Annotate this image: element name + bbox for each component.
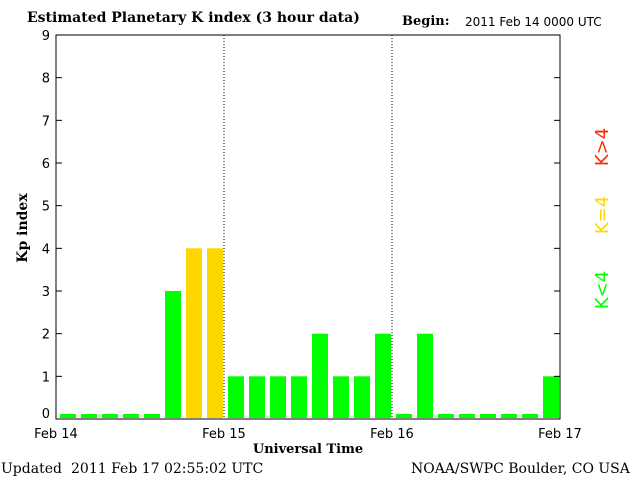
begin-label: Begin:: [402, 14, 450, 29]
x-axis-label: Universal Time: [253, 442, 363, 457]
credit-text: NOAA/SWPC Boulder, CO USA: [411, 461, 630, 477]
kp-bar: [438, 414, 454, 418]
kp-bar: [522, 414, 538, 418]
y-axis-label: Kp index: [15, 193, 31, 263]
y-axis-ticks: 0 1 2 3 4 5 6 7 8 9: [42, 29, 560, 422]
kp-bar: [291, 376, 307, 418]
kp-bar: [270, 376, 286, 418]
y-tick-label: 1: [42, 370, 50, 385]
y-tick-label: 8: [42, 72, 50, 87]
y-tick-label: 5: [42, 200, 50, 215]
x-tick-label: Feb 17: [538, 427, 582, 442]
kp-bar: [501, 414, 517, 418]
bar-group: [60, 248, 559, 418]
kp-bar: [312, 333, 328, 418]
kp-bar: [186, 248, 202, 418]
kp-bar: [165, 291, 181, 418]
kp-bar: [144, 414, 160, 418]
kp-bar: [396, 414, 412, 418]
x-axis-ticks: Feb 14 Feb 15 Feb 16 Feb 17: [34, 427, 582, 442]
legend-k-equal-4: K=4: [592, 196, 613, 234]
kp-bar: [207, 248, 223, 418]
kp-bar: [60, 414, 76, 418]
y-tick-label: 6: [42, 157, 50, 172]
kp-bar: [102, 414, 118, 418]
x-tick-label: Feb 16: [370, 427, 414, 442]
kp-bar: [249, 376, 265, 418]
y-tick-label: 4: [42, 242, 50, 257]
legend-k-above-4: K>4: [592, 128, 613, 166]
kp-bar: [375, 333, 391, 418]
begin-value: 2011 Feb 14 0000 UTC: [465, 15, 602, 29]
legend: K<4 K=4 K>4: [592, 128, 613, 309]
day-separator-group: [223, 35, 393, 419]
plot-frame: [55, 34, 561, 420]
y-tick-label: 3: [42, 285, 50, 300]
kp-bar: [417, 333, 433, 418]
kp-bar: [459, 414, 475, 418]
kp-bar: [354, 376, 370, 418]
x-tick-label: Feb 15: [202, 427, 246, 442]
kp-bar: [228, 376, 244, 418]
y-tick-label: 9: [42, 29, 50, 44]
y-tick-label: 2: [42, 328, 50, 343]
kp-bar: [480, 414, 496, 418]
chart-title: Estimated Planetary K index (3 hour data…: [27, 10, 360, 26]
y-tick-label: 7: [42, 114, 50, 129]
kp-bar: [333, 376, 349, 418]
kp-bar: [123, 414, 139, 418]
kp-bar: [543, 376, 559, 418]
updated-label: Updated: [1, 461, 62, 477]
y-tick-label: 0: [42, 407, 50, 422]
updated-timestamp: 2011 Feb 17 02:55:02 UTC: [71, 461, 264, 477]
x-tick-label: Feb 14: [34, 427, 78, 442]
legend-k-below-4: K<4: [592, 271, 613, 309]
kp-bar: [81, 414, 97, 418]
